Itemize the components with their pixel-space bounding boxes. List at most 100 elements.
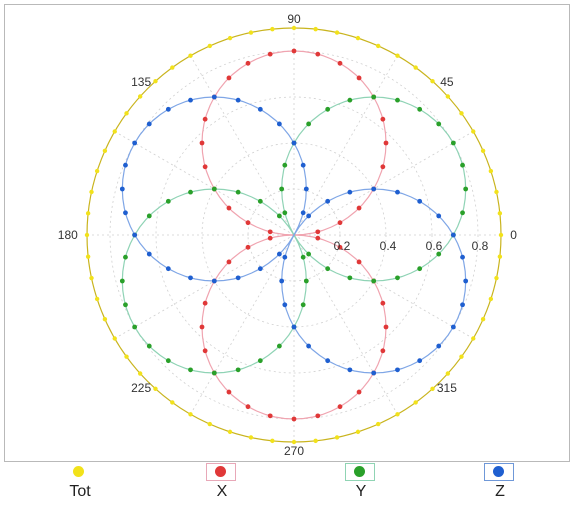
series-x-point — [315, 235, 321, 241]
series-x-point — [356, 389, 362, 395]
radial-tick-label: 0.6 — [426, 239, 443, 253]
series-tot-point — [313, 438, 318, 444]
series-y-point — [282, 210, 288, 216]
series-x-point — [245, 244, 251, 250]
legend-item-tot[interactable]: Tot — [50, 462, 110, 505]
series-tot-point — [459, 354, 464, 359]
series-z-point — [132, 140, 138, 146]
series-z-point — [371, 370, 377, 376]
series-tot-point — [248, 30, 254, 35]
series-z-point — [395, 189, 400, 195]
series-tot-point — [488, 296, 494, 302]
radial-gridline-2 — [155, 96, 433, 374]
series-z-point — [282, 254, 288, 260]
series-x-point — [315, 413, 321, 419]
series-y-point — [460, 162, 465, 168]
legend-y-label: Y — [355, 483, 367, 500]
series-x-point — [202, 348, 208, 354]
series-z-point — [132, 232, 138, 238]
series-y-point — [417, 106, 423, 112]
legend-item-z[interactable]: Z — [470, 462, 530, 505]
series-z-point — [276, 251, 282, 257]
series-z-point — [235, 97, 241, 103]
series-x-point — [199, 140, 205, 146]
legend-z-label: Z — [495, 483, 505, 500]
series-z-point — [188, 275, 193, 281]
radial-tick-label: 0.4 — [380, 239, 397, 253]
series-z-point — [276, 121, 282, 127]
series-y-point — [211, 370, 217, 376]
legend-item-x[interactable]: X — [192, 462, 252, 505]
series-tot-point — [170, 400, 175, 405]
series-z-point — [436, 343, 442, 349]
series-y-point — [450, 140, 456, 146]
angle-tick-label: 315 — [437, 381, 457, 395]
series-y-point — [303, 278, 309, 284]
series-tot-point — [355, 35, 361, 41]
series-y-point — [188, 189, 193, 195]
series-y-point — [347, 97, 353, 103]
series-y-point — [300, 302, 306, 308]
series-z-point — [450, 324, 456, 330]
radial-tick-label: 0.2 — [334, 239, 351, 253]
series-tot-point — [102, 316, 108, 322]
series-x-point — [202, 164, 208, 170]
legend-item-y[interactable]: Y — [331, 462, 391, 505]
series-tot-point — [480, 148, 486, 154]
series-tot-point — [375, 421, 381, 427]
series-tot-point — [395, 412, 400, 417]
series-z-point — [460, 302, 465, 308]
angle-tick-label: 135 — [131, 75, 151, 89]
series-tot-point — [334, 30, 340, 35]
series-z-point — [211, 94, 217, 100]
series-x-point — [337, 220, 343, 226]
series-z-point — [306, 213, 312, 219]
series-tot-point — [413, 400, 418, 405]
series-z-point — [417, 198, 423, 204]
series-x-point — [267, 229, 273, 235]
series-y-point — [436, 251, 442, 257]
series-tot-point — [137, 94, 143, 99]
angle-tick-label: 225 — [131, 381, 151, 395]
angular-gridline-60 — [293, 55, 398, 236]
polar-plot: 0 45 90 135 180 225 270 315 0.2 0.4 0.6 0.8 — [58, 12, 517, 458]
series-x-point — [356, 205, 362, 211]
legend-z-marker — [493, 466, 504, 477]
series-tot-point — [248, 435, 254, 440]
series-x-point — [267, 235, 273, 241]
angle-tick-label: 0 — [510, 228, 517, 242]
series-x-point — [245, 60, 251, 66]
series-tot-point — [94, 296, 100, 302]
series-x-point — [383, 140, 389, 146]
series-y-point — [282, 162, 288, 168]
series-tot-point — [188, 412, 193, 417]
series-y-point — [146, 343, 152, 349]
series-z-point — [165, 266, 171, 272]
series-tot-point — [188, 53, 193, 58]
series-tot-point — [153, 78, 158, 84]
series-tot-point — [488, 168, 494, 174]
series-y-point — [460, 210, 465, 216]
series-tot-point — [291, 439, 297, 445]
series-tot-point — [270, 438, 275, 444]
series-tot-point — [207, 43, 213, 49]
series-y-point — [146, 213, 152, 219]
series-z-point — [279, 278, 285, 284]
series-x-point — [291, 48, 297, 54]
series-z-point — [460, 254, 465, 260]
series-x-point — [383, 324, 389, 330]
series-z-point — [146, 121, 152, 127]
series-z-point — [165, 106, 171, 112]
series-x-point — [245, 220, 251, 226]
legend: Tot X Y Z — [0, 462, 572, 505]
series-tot-point — [375, 43, 381, 49]
series-y-point — [300, 254, 306, 260]
series-tot-point — [459, 111, 464, 116]
series-tot-point — [313, 26, 318, 32]
series-y-point — [395, 275, 400, 281]
series-x-point — [356, 75, 362, 81]
series-y-point — [211, 186, 217, 192]
series-z-point — [257, 266, 263, 272]
angle-tick-label: 180 — [58, 228, 78, 242]
series-y-point — [235, 189, 241, 195]
